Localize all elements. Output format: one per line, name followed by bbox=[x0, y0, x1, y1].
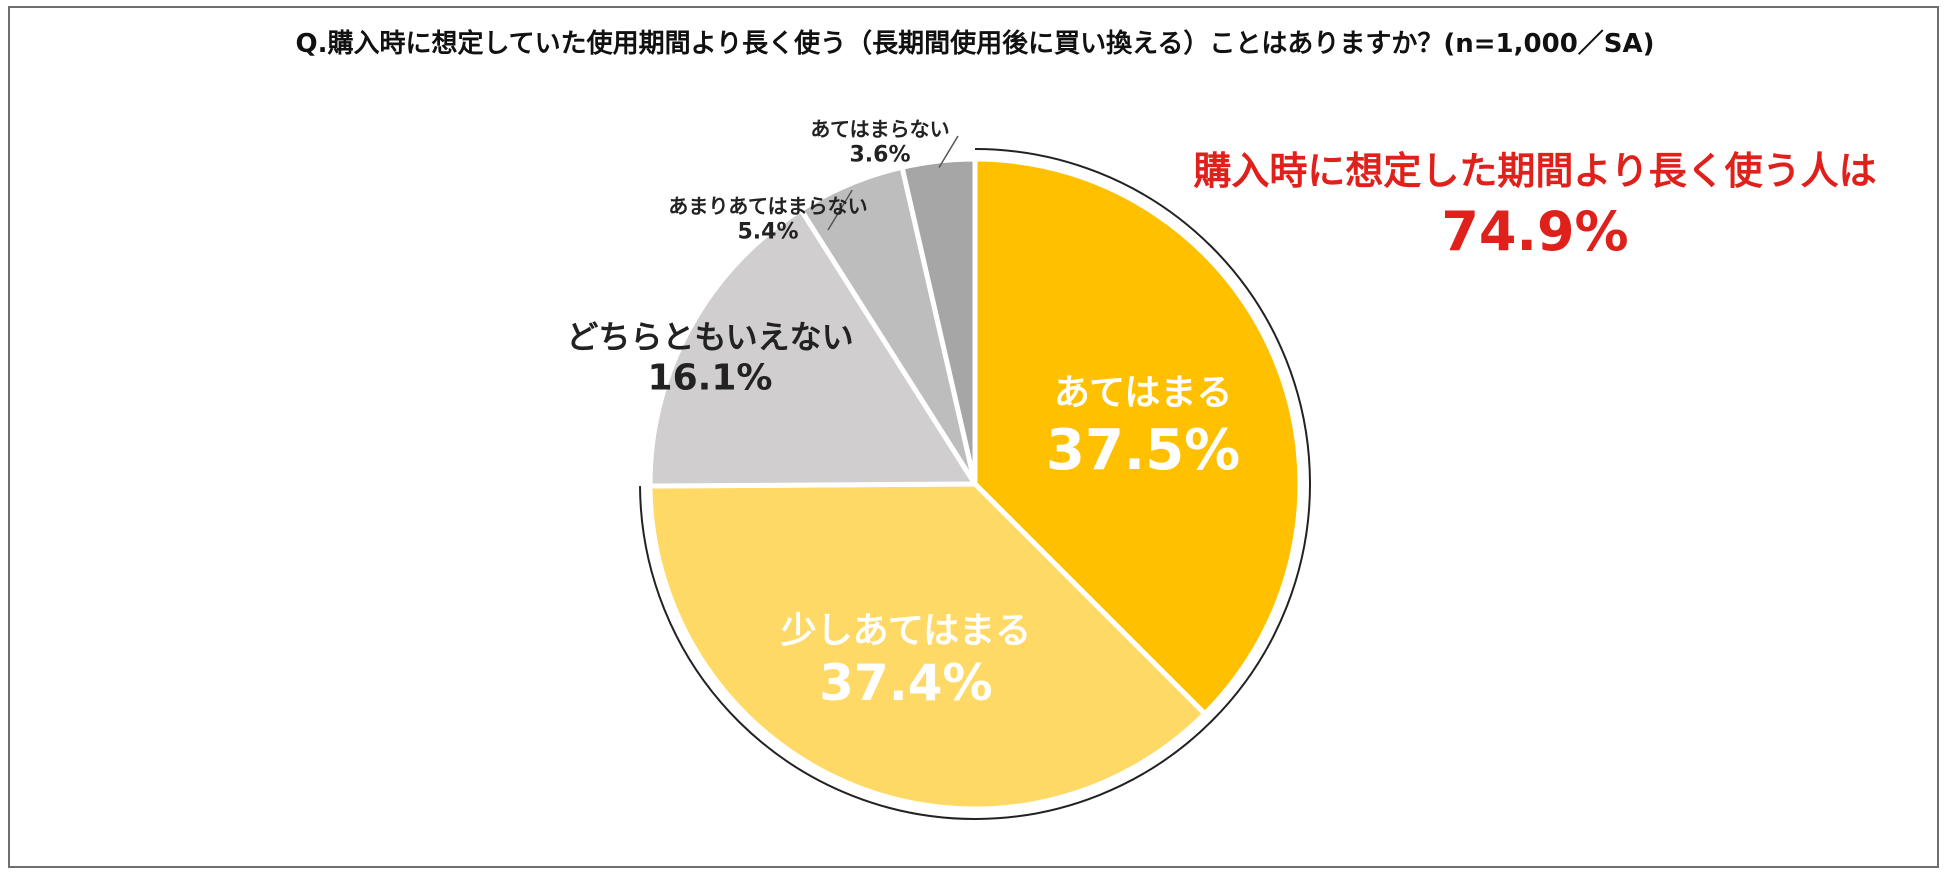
slice-value-label: 5.4% bbox=[737, 219, 798, 244]
chart-title: Q.購入時に想定していた使用期間より長く使う（長期間使用後に買い換える）ことはあ… bbox=[295, 28, 1654, 59]
slice-label: あてはまらない bbox=[810, 117, 949, 141]
pie-slice bbox=[972, 156, 1303, 717]
slice-value-label: 16.1% bbox=[648, 357, 773, 398]
highlight-arc bbox=[639, 148, 1311, 820]
pie-slice bbox=[899, 156, 978, 487]
slice-label: どちらともいえない bbox=[566, 318, 853, 356]
slice-label: 少しあてはまる bbox=[781, 610, 1032, 651]
slice-value-label: 37.5% bbox=[1046, 418, 1240, 483]
slice-value-label: 37.4% bbox=[819, 654, 992, 712]
leader-line bbox=[827, 189, 853, 231]
pie-slices bbox=[647, 156, 1303, 812]
leader-line bbox=[938, 135, 959, 168]
slice-value-label: 3.6% bbox=[849, 142, 910, 167]
pie-slice bbox=[647, 481, 1208, 812]
callout-text: 購入時に想定した期間より長く使う人は bbox=[1193, 149, 1876, 193]
callout-value: 74.9% bbox=[1441, 200, 1628, 263]
pie-slice bbox=[647, 207, 978, 489]
slice-label: あまりあてはまらない bbox=[668, 194, 867, 218]
slice-label: あてはまる bbox=[1054, 372, 1233, 413]
leader-lines bbox=[827, 135, 959, 231]
